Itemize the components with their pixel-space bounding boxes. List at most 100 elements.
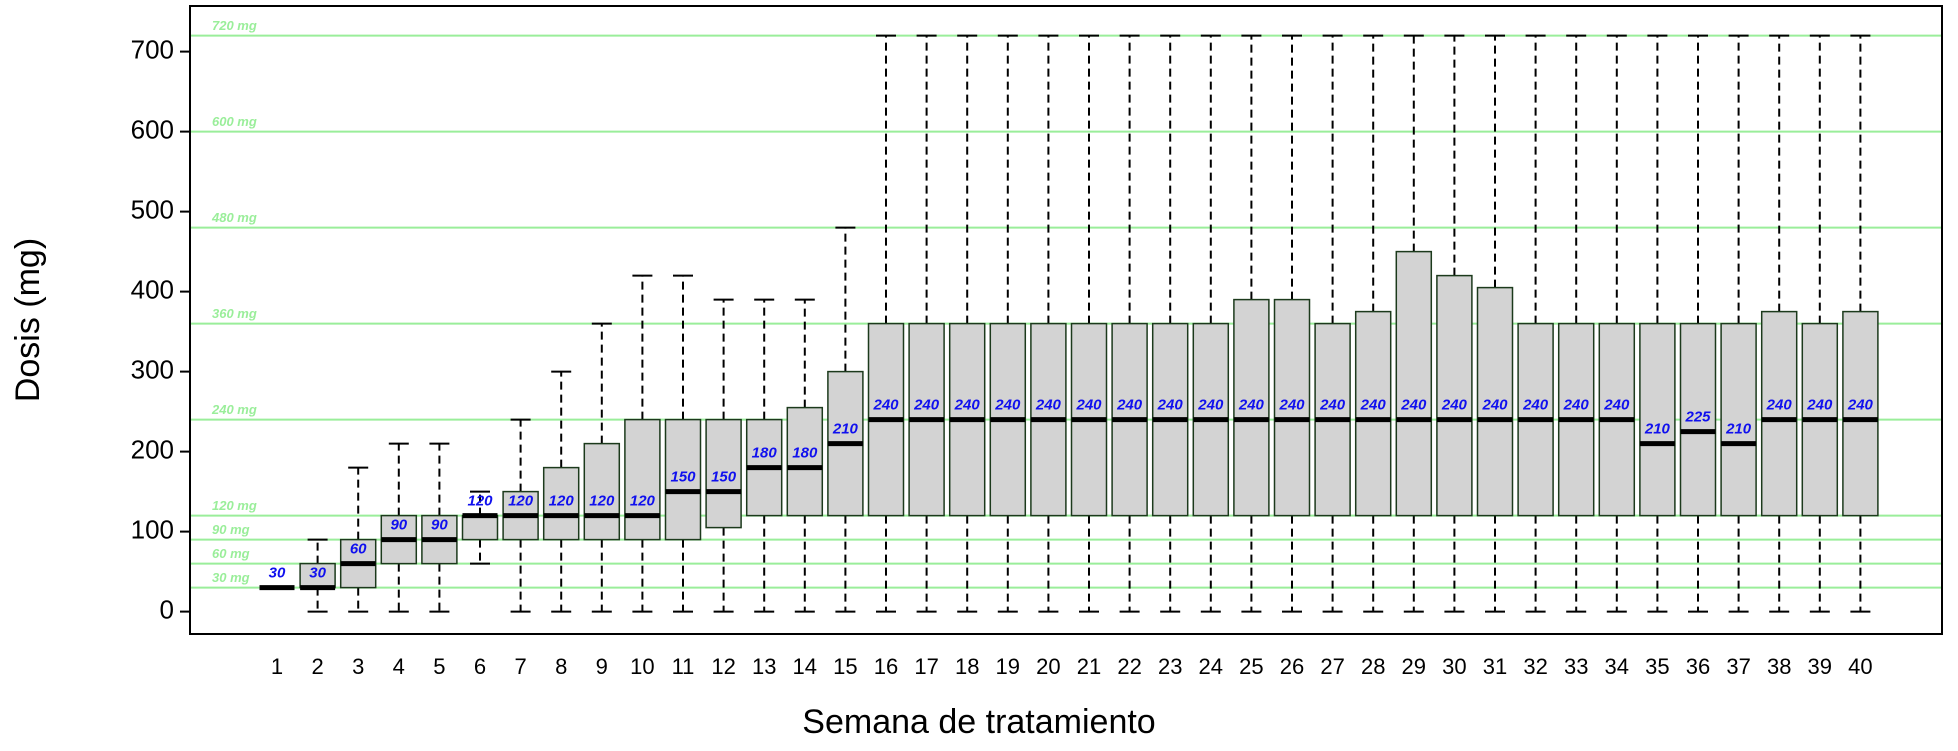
median-label: 120 <box>630 493 656 510</box>
x-tick-label: 20 <box>1036 654 1060 679</box>
box <box>461 514 499 541</box>
x-tick-label: 13 <box>752 654 776 679</box>
box <box>1639 322 1676 517</box>
x-tick-label: 36 <box>1686 654 1710 679</box>
x-tick-label: 23 <box>1158 654 1182 679</box>
x-tick-label: 18 <box>955 654 979 679</box>
x-tick-label: 29 <box>1402 654 1426 679</box>
median-label: 240 <box>1806 397 1833 414</box>
median-label: 240 <box>1197 397 1224 414</box>
median-label: 240 <box>994 397 1021 414</box>
y-tick-label: 600 <box>131 114 174 144</box>
median-label: 240 <box>1603 397 1630 414</box>
x-tick-label: 12 <box>711 654 735 679</box>
reference-label: 60 mg <box>212 546 250 561</box>
x-tick-label: 39 <box>1808 654 1832 679</box>
y-tick-label: 700 <box>131 34 174 64</box>
x-tick-label: 19 <box>996 654 1020 679</box>
x-tick-label: 31 <box>1483 654 1507 679</box>
median-label: 120 <box>508 493 534 510</box>
box <box>1476 286 1514 517</box>
box <box>1233 298 1270 517</box>
x-tick-label: 22 <box>1117 654 1141 679</box>
median-label: 150 <box>670 469 696 486</box>
x-tick-label: 25 <box>1239 654 1263 679</box>
x-tick-label: 21 <box>1077 654 1101 679</box>
box <box>1395 250 1433 517</box>
median-label: 240 <box>872 397 899 414</box>
median-label: 240 <box>1360 397 1387 414</box>
median-label: 180 <box>752 445 778 462</box>
x-tick-label: 26 <box>1280 654 1304 679</box>
median-label: 240 <box>1319 397 1346 414</box>
median-label: 120 <box>589 493 615 510</box>
median-label: 240 <box>1766 397 1793 414</box>
x-tick-label: 11 <box>672 654 695 679</box>
x-axis-title: Semana de tratamiento <box>802 703 1155 741</box>
box <box>1436 274 1473 517</box>
reference-label: 480 mg <box>211 210 257 225</box>
median-label: 240 <box>1847 397 1874 414</box>
median-label: 240 <box>1238 397 1265 414</box>
box <box>624 418 661 541</box>
x-tick-label: 6 <box>474 654 486 679</box>
median-label: 240 <box>1278 397 1305 414</box>
median-label: 60 <box>350 541 367 558</box>
box <box>1354 310 1392 517</box>
median-label: 240 <box>1035 397 1062 414</box>
median-label: 240 <box>1441 397 1468 414</box>
median-label: 240 <box>1075 397 1102 414</box>
y-tick-label: 100 <box>131 514 174 544</box>
x-tick-label: 24 <box>1199 654 1223 679</box>
median-label: 240 <box>1563 397 1590 414</box>
y-tick-label: 0 <box>160 594 174 624</box>
median-label: 240 <box>913 397 940 414</box>
x-tick-label: 10 <box>630 654 654 679</box>
plot-frame <box>189 5 1943 635</box>
reference-label: 90 mg <box>212 522 250 537</box>
median-label: 225 <box>1684 409 1711 426</box>
median-label: 90 <box>390 517 407 534</box>
x-tick-label: 37 <box>1726 654 1750 679</box>
reference-label: 360 mg <box>212 306 257 321</box>
y-tick-label: 500 <box>131 194 174 224</box>
box <box>583 442 621 541</box>
median-label: 90 <box>431 517 448 534</box>
median-label: 120 <box>467 493 493 510</box>
median-label: 240 <box>1522 397 1549 414</box>
x-tick-label: 2 <box>311 654 323 679</box>
x-tick-label: 16 <box>874 654 898 679</box>
reference-label: 600 mg <box>212 114 257 129</box>
x-tick-label: 7 <box>514 654 526 679</box>
median-label: 120 <box>549 493 575 510</box>
x-tick-label: 3 <box>352 654 364 679</box>
x-tick-label: 14 <box>793 654 817 679</box>
x-tick-label: 17 <box>914 654 938 679</box>
box <box>1273 298 1311 517</box>
y-tick-label: 400 <box>131 274 174 304</box>
median-label: 150 <box>711 469 737 486</box>
median-label: 240 <box>1116 397 1143 414</box>
x-tick-label: 5 <box>433 654 445 679</box>
x-tick-label: 40 <box>1848 654 1872 679</box>
box <box>1720 322 1757 517</box>
x-tick-label: 4 <box>393 654 405 679</box>
box <box>1679 322 1717 517</box>
x-tick-label: 35 <box>1645 654 1669 679</box>
x-tick-label: 9 <box>596 654 608 679</box>
median-label: 210 <box>832 421 859 438</box>
box <box>542 466 580 541</box>
box <box>664 418 702 541</box>
median-label: 210 <box>1725 421 1752 438</box>
reference-label: 30 mg <box>212 570 250 585</box>
median-label: 210 <box>1644 421 1671 438</box>
x-tick-label: 15 <box>833 654 857 679</box>
x-tick-label: 33 <box>1564 654 1588 679</box>
box <box>705 418 742 529</box>
reference-label: 240 mg <box>211 402 257 417</box>
y-tick-label: 200 <box>131 434 174 464</box>
x-tick-label: 32 <box>1523 654 1547 679</box>
median-label: 240 <box>1400 397 1427 414</box>
median-label: 30 <box>269 565 286 582</box>
